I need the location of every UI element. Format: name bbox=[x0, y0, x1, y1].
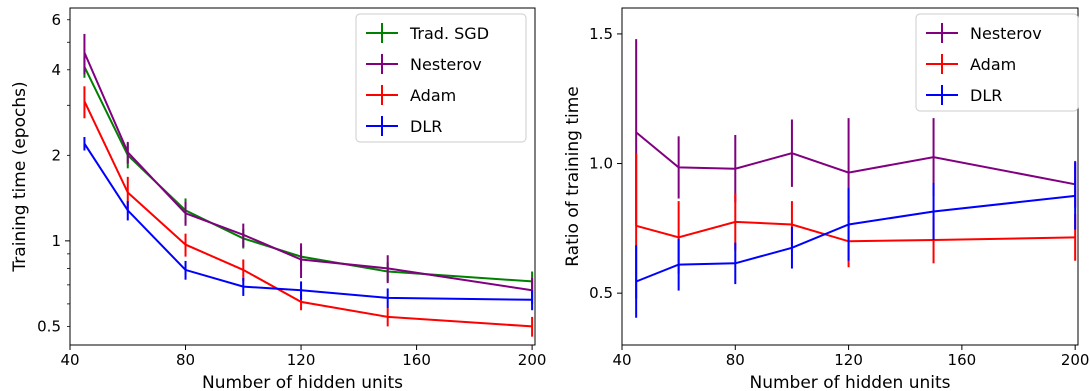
legend-label: Adam bbox=[410, 86, 456, 105]
y-tick-label: 6 bbox=[51, 11, 61, 29]
right-chart-panel: 40 80 120 160 200 0.5 1.0 1.5 Number of hidden u… bbox=[563, 7, 1090, 391]
legend-box bbox=[915, 13, 1079, 112]
legend-label: DLR bbox=[410, 117, 442, 136]
left-chart-panel: 40 80 120 160 200 1 0.5 2 4 6 Number of hidden uni… bbox=[10, 7, 547, 391]
legend-entry: Adam bbox=[366, 85, 456, 105]
x-tick-label: 200 bbox=[518, 351, 547, 369]
x-tick-label: 80 bbox=[726, 351, 745, 369]
legend-box bbox=[355, 13, 527, 143]
legend: Nesterov Adam DLR bbox=[915, 13, 1079, 112]
x-tick-label: 160 bbox=[948, 351, 977, 369]
x-tick-label: 120 bbox=[287, 351, 316, 369]
legend-label: Adam bbox=[970, 55, 1016, 74]
x-axis-label: Number of hidden units bbox=[750, 373, 951, 391]
legend-entry: DLR bbox=[926, 85, 1002, 105]
y-axis-label: Training time (epochs) bbox=[10, 81, 30, 272]
legend-entry: Adam bbox=[926, 54, 1016, 74]
y-tick-label: 1 bbox=[51, 232, 61, 250]
legend: Trad. SGD Nesterov Adam DLR bbox=[355, 13, 527, 143]
x-axis-label: Number of hidden units bbox=[202, 373, 403, 391]
series-nesterov bbox=[83, 33, 534, 304]
plot-frame bbox=[621, 7, 1079, 346]
series-dlr bbox=[635, 162, 1077, 318]
legend-entry: Nesterov bbox=[926, 23, 1042, 43]
x-tick-label: 200 bbox=[1061, 351, 1090, 369]
y-tick-label: 1.0 bbox=[589, 155, 613, 173]
legend-entry: Trad. SGD bbox=[366, 23, 489, 43]
legend-entry: DLR bbox=[366, 116, 442, 136]
x-tick-label: 160 bbox=[402, 351, 431, 369]
x-tick-label: 40 bbox=[60, 351, 79, 369]
y-tick-label: 2 bbox=[51, 146, 61, 164]
series-adam bbox=[635, 153, 1077, 299]
legend-label: Nesterov bbox=[410, 55, 482, 74]
y-tick-label: 0.5 bbox=[37, 317, 61, 335]
series-line bbox=[635, 131, 1076, 186]
x-tick-label: 80 bbox=[176, 351, 195, 369]
series-dlr bbox=[83, 137, 534, 311]
legend-entry: Nesterov bbox=[366, 54, 482, 74]
y-tick-label: 0.5 bbox=[589, 284, 613, 302]
legend-label: Trad. SGD bbox=[409, 24, 489, 43]
plot-frame bbox=[69, 7, 536, 346]
y-tick-label: 1.5 bbox=[589, 25, 613, 43]
y-axis-label: Ratio of training time bbox=[563, 86, 583, 267]
series-line bbox=[635, 220, 1076, 243]
x-tick-label: 40 bbox=[612, 351, 631, 369]
y-tick-label: 4 bbox=[51, 61, 61, 79]
x-tick-label: 120 bbox=[834, 351, 863, 369]
legend-label: Nesterov bbox=[970, 24, 1042, 43]
legend-label: DLR bbox=[970, 86, 1002, 105]
